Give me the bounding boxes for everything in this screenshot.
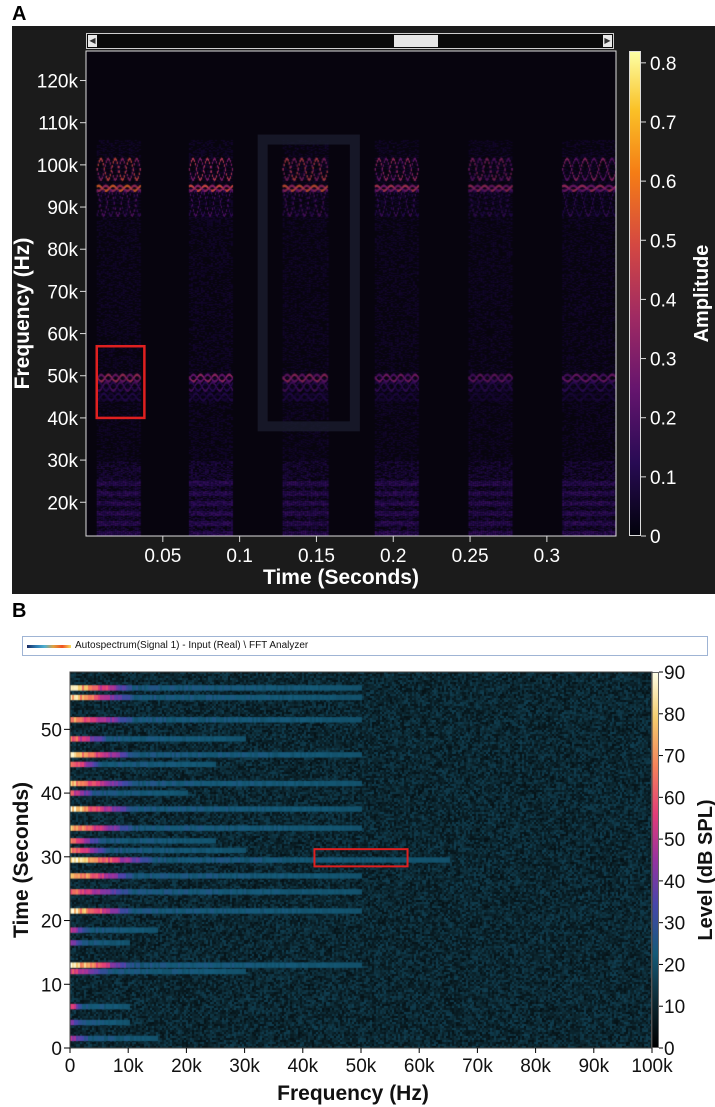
- amplitude-colorbar: [629, 51, 641, 536]
- panel-b-x-axis-label: Frequency (Hz): [277, 1082, 429, 1105]
- amplitude-colorbar-tick-label: 0.5: [650, 231, 676, 252]
- panel-a-y-tick-label: 40k: [47, 409, 78, 430]
- level-colorbar-tick-label: 60: [664, 788, 685, 809]
- level-colorbar-label: Level (dB SPL): [695, 799, 715, 940]
- panel-a-x-tick-label: 0.25: [452, 546, 489, 567]
- panel-b-x-tick-label: 40k: [287, 1056, 318, 1077]
- colormap-swatch: [27, 645, 71, 648]
- amplitude-colorbar-tick-label: 0: [650, 527, 661, 548]
- level-colorbar-tick-label: 70: [664, 747, 685, 768]
- level-colorbar-tick-label: 90: [664, 663, 685, 684]
- amplitude-colorbar-tick-label: 0.8: [650, 54, 676, 75]
- scroll-right-icon[interactable]: ▶: [603, 35, 612, 47]
- panel-a-y-tick-label: 90k: [47, 198, 78, 219]
- amplitude-colorbar-tick-label: 0.2: [650, 409, 676, 430]
- amplitude-colorbar-tick-label: 0.4: [650, 290, 677, 311]
- panel-b-x-tick-label: 30k: [229, 1056, 260, 1077]
- panel-a-y-tick-label: 70k: [47, 282, 78, 303]
- panel-b-x-tick-label: 60k: [404, 1056, 435, 1077]
- amplitude-colorbar-tick-label: 0.1: [650, 468, 676, 489]
- panel-b-x-tick-label: 10k: [113, 1056, 144, 1077]
- panel-a-x-axis-label: Time (Seconds): [263, 566, 419, 589]
- spectrogram-a-plot: [86, 51, 616, 536]
- panel-b-x-tick-label: 20k: [171, 1056, 202, 1077]
- panel-a-x-tick-label: 0.15: [298, 546, 335, 567]
- panel-a-y-tick-label: 120k: [37, 72, 79, 93]
- panel-a-viewport-box: [257, 134, 360, 432]
- panel-a-y-tick-label: 110k: [38, 114, 78, 135]
- spectrogram-b-plot: [70, 672, 652, 1048]
- panel-a-highlight-box: [95, 344, 146, 420]
- panel-b-x-tick-label: 0: [65, 1056, 76, 1077]
- panel-a-y-axis-label: Frequency (Hz): [11, 238, 34, 390]
- time-scrollbar[interactable]: ◀ ▶: [86, 33, 614, 49]
- panel-a-x-tick-label: 0.05: [144, 546, 181, 567]
- amplitude-colorbar-tick-label: 0.6: [650, 172, 676, 193]
- panel-a-y-tick-label: 30k: [47, 451, 78, 472]
- panel-a-x-tick-label: 0.1: [226, 546, 252, 567]
- panel-b-y-tick-label: 50: [41, 720, 62, 741]
- level-colorbar-tick-label: 30: [664, 914, 685, 935]
- fft-analyzer-title: Autospectrum(Signal 1) - Input (Real) \ …: [75, 640, 309, 651]
- panel-b-y-tick-label: 30: [41, 848, 62, 869]
- level-colorbar-tick-label: 80: [664, 705, 685, 726]
- level-colorbar-tick-label: 0: [664, 1039, 675, 1060]
- panel-b-y-tick-label: 10: [41, 975, 62, 996]
- level-colorbar-tick-label: 20: [664, 955, 685, 976]
- amplitude-colorbar-label: Amplitude: [691, 245, 713, 343]
- panel-b-highlight-box: [313, 848, 409, 868]
- scrollbar-thumb[interactable]: [394, 35, 438, 47]
- panel-a-x-tick-label: 0.3: [534, 546, 560, 567]
- panel-b-axes-frame: [69, 671, 653, 1049]
- panel-b-x-tick-label: 100k: [631, 1056, 673, 1077]
- panel-b-x-tick-label: 50k: [346, 1056, 377, 1077]
- panel-b-x-tick-label: 90k: [578, 1056, 609, 1077]
- panel-b-letter: B: [12, 600, 27, 622]
- amplitude-colorbar-tick-label: 0.3: [650, 350, 676, 371]
- panel-a-y-tick-label: 20k: [47, 493, 78, 514]
- panel-b-x-tick-label: 80k: [520, 1056, 551, 1077]
- panel-b-y-tick-label: 40: [41, 784, 62, 805]
- level-colorbar-tick-label: 10: [664, 997, 685, 1018]
- panel-a-axes-frame: [85, 50, 617, 537]
- panel-b-y-tick-label: 0: [51, 1039, 62, 1060]
- panel-a-y-tick-label: 100k: [37, 156, 79, 177]
- panel-a-y-tick-label: 60k: [47, 325, 78, 346]
- fft-analyzer-title-bar: Autospectrum(Signal 1) - Input (Real) \ …: [22, 636, 708, 656]
- panel-a-y-tick-label: 50k: [47, 367, 78, 388]
- panel-b-x-tick-label: 70k: [462, 1056, 493, 1077]
- panel-b-y-axis-label: Time (Seconds): [10, 782, 33, 938]
- level-colorbar-tick-label: 40: [664, 872, 685, 893]
- panel-b-y-tick-label: 20: [41, 912, 62, 933]
- level-colorbar-tick-label: 50: [664, 830, 685, 851]
- scroll-left-icon[interactable]: ◀: [88, 35, 97, 47]
- panel-a-y-tick-label: 80k: [47, 240, 78, 261]
- amplitude-colorbar-tick-label: 0.7: [650, 113, 676, 134]
- panel-a-letter: A: [12, 3, 27, 25]
- panel-a-x-tick-label: 0.2: [380, 546, 406, 567]
